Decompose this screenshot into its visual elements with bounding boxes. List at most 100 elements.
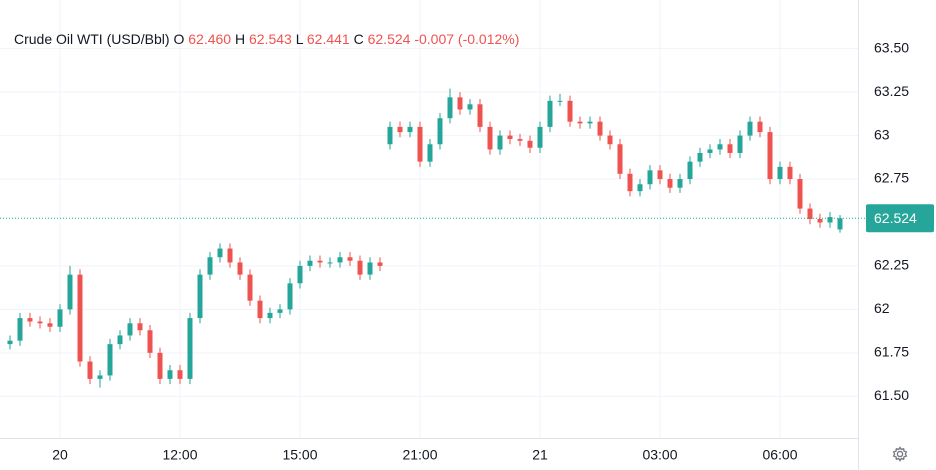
candle-body (257, 300, 263, 319)
candle-body (507, 135, 513, 140)
candle-body (807, 208, 813, 219)
candle-body (547, 100, 553, 127)
candle-body (407, 126, 413, 133)
candle-body (657, 170, 663, 180)
y-tick-label: 62.25 (874, 257, 909, 273)
candle-body (707, 149, 713, 153)
candle-body (117, 335, 123, 345)
candle-body (47, 323, 53, 327)
x-tick-label: 20 (52, 447, 68, 463)
candle-body (97, 375, 103, 379)
x-tick-label: 21 (532, 447, 548, 463)
candle-body (677, 179, 683, 188)
ohlc-key: H (234, 31, 246, 47)
candle-body (517, 139, 523, 141)
candle-body (307, 260, 313, 266)
candle-body (237, 262, 243, 275)
candle-body (297, 265, 303, 284)
candle-body (607, 135, 613, 145)
last-price-badge (866, 204, 934, 233)
candle-body (797, 179, 803, 209)
candle-body (287, 283, 293, 310)
candle-body (37, 321, 43, 324)
settings-icon[interactable] (892, 446, 908, 462)
candle-body (147, 330, 153, 353)
change-value: -0.007 (-0.012%) (414, 31, 520, 47)
candle-body (107, 344, 113, 376)
grid (0, 0, 858, 438)
candle-body (597, 121, 603, 136)
candle-body (717, 144, 723, 150)
candle-body (377, 262, 383, 266)
candle-body (777, 166, 783, 180)
ohlc-key: L (295, 31, 303, 47)
candle-body (267, 312, 273, 319)
ohlc-key: C (353, 31, 364, 47)
candle-body (167, 370, 173, 379)
candle-body (737, 135, 743, 153)
candle-body (767, 132, 773, 180)
candle-body (447, 97, 453, 119)
candle-body (247, 274, 253, 301)
candle-body (587, 121, 593, 124)
candle-body (77, 274, 83, 362)
ohlc-value: 62.460 (188, 31, 232, 47)
candle-body (317, 260, 323, 263)
candle-body (417, 126, 423, 162)
symbol-title: Crude Oil WTI (USD/Bbl) (14, 31, 170, 47)
candle-body (477, 104, 483, 127)
candle-body (17, 318, 23, 341)
candle-body (697, 152, 703, 162)
x-tick-label: 12:00 (162, 447, 197, 463)
candle-body (747, 121, 753, 136)
candle-body (497, 135, 503, 150)
y-tick-label: 61.50 (874, 387, 909, 403)
ohlc-key: O (173, 31, 185, 47)
legend-header: Crude Oil WTI (USD/Bbl) O 62.460 H 62.54… (14, 31, 523, 47)
last-price-label: 62.524 (874, 210, 917, 226)
y-tick-label: 63.25 (874, 83, 909, 99)
candle-body (387, 126, 393, 145)
x-tick-label: 06:00 (762, 447, 797, 463)
candle-body (177, 370, 183, 379)
y-tick-label: 63 (874, 126, 890, 142)
y-tick-label: 62 (874, 300, 890, 316)
candle-body (617, 144, 623, 174)
candle-body (197, 274, 203, 319)
candle-body (187, 318, 193, 379)
ohlc-value: 62.543 (248, 31, 292, 47)
candle-body (217, 248, 223, 258)
y-tick-label: 61.75 (874, 344, 909, 360)
candle-body (627, 173, 633, 192)
candle-body (27, 318, 33, 322)
candle-body (647, 170, 653, 185)
candle-body (427, 144, 433, 162)
ohlc-value: 62.524 (367, 31, 411, 47)
ohlc-value: 62.441 (306, 31, 350, 47)
candle-body (137, 323, 143, 331)
candle-body (207, 257, 213, 275)
x-tick-label: 21:00 (402, 447, 437, 463)
candle-body (527, 140, 533, 148)
candle-body (837, 218, 843, 230)
x-tick-label: 03:00 (642, 447, 677, 463)
candle-body (327, 262, 333, 264)
candle-body (557, 100, 563, 102)
candle-body (357, 260, 363, 275)
candle-body (827, 217, 833, 223)
candle-body (57, 309, 63, 327)
candle-body (277, 309, 283, 313)
candle-body (397, 126, 403, 133)
candle-body (87, 361, 93, 379)
candle-body (667, 179, 673, 188)
candle-body (567, 100, 573, 122)
y-tick-label: 62.75 (874, 170, 909, 186)
candle-body (577, 121, 583, 124)
candle-body (7, 340, 13, 345)
candle-body (157, 352, 163, 379)
y-tick-label: 63.50 (874, 39, 909, 55)
candle-body (817, 219, 823, 223)
candle-body (687, 161, 693, 180)
